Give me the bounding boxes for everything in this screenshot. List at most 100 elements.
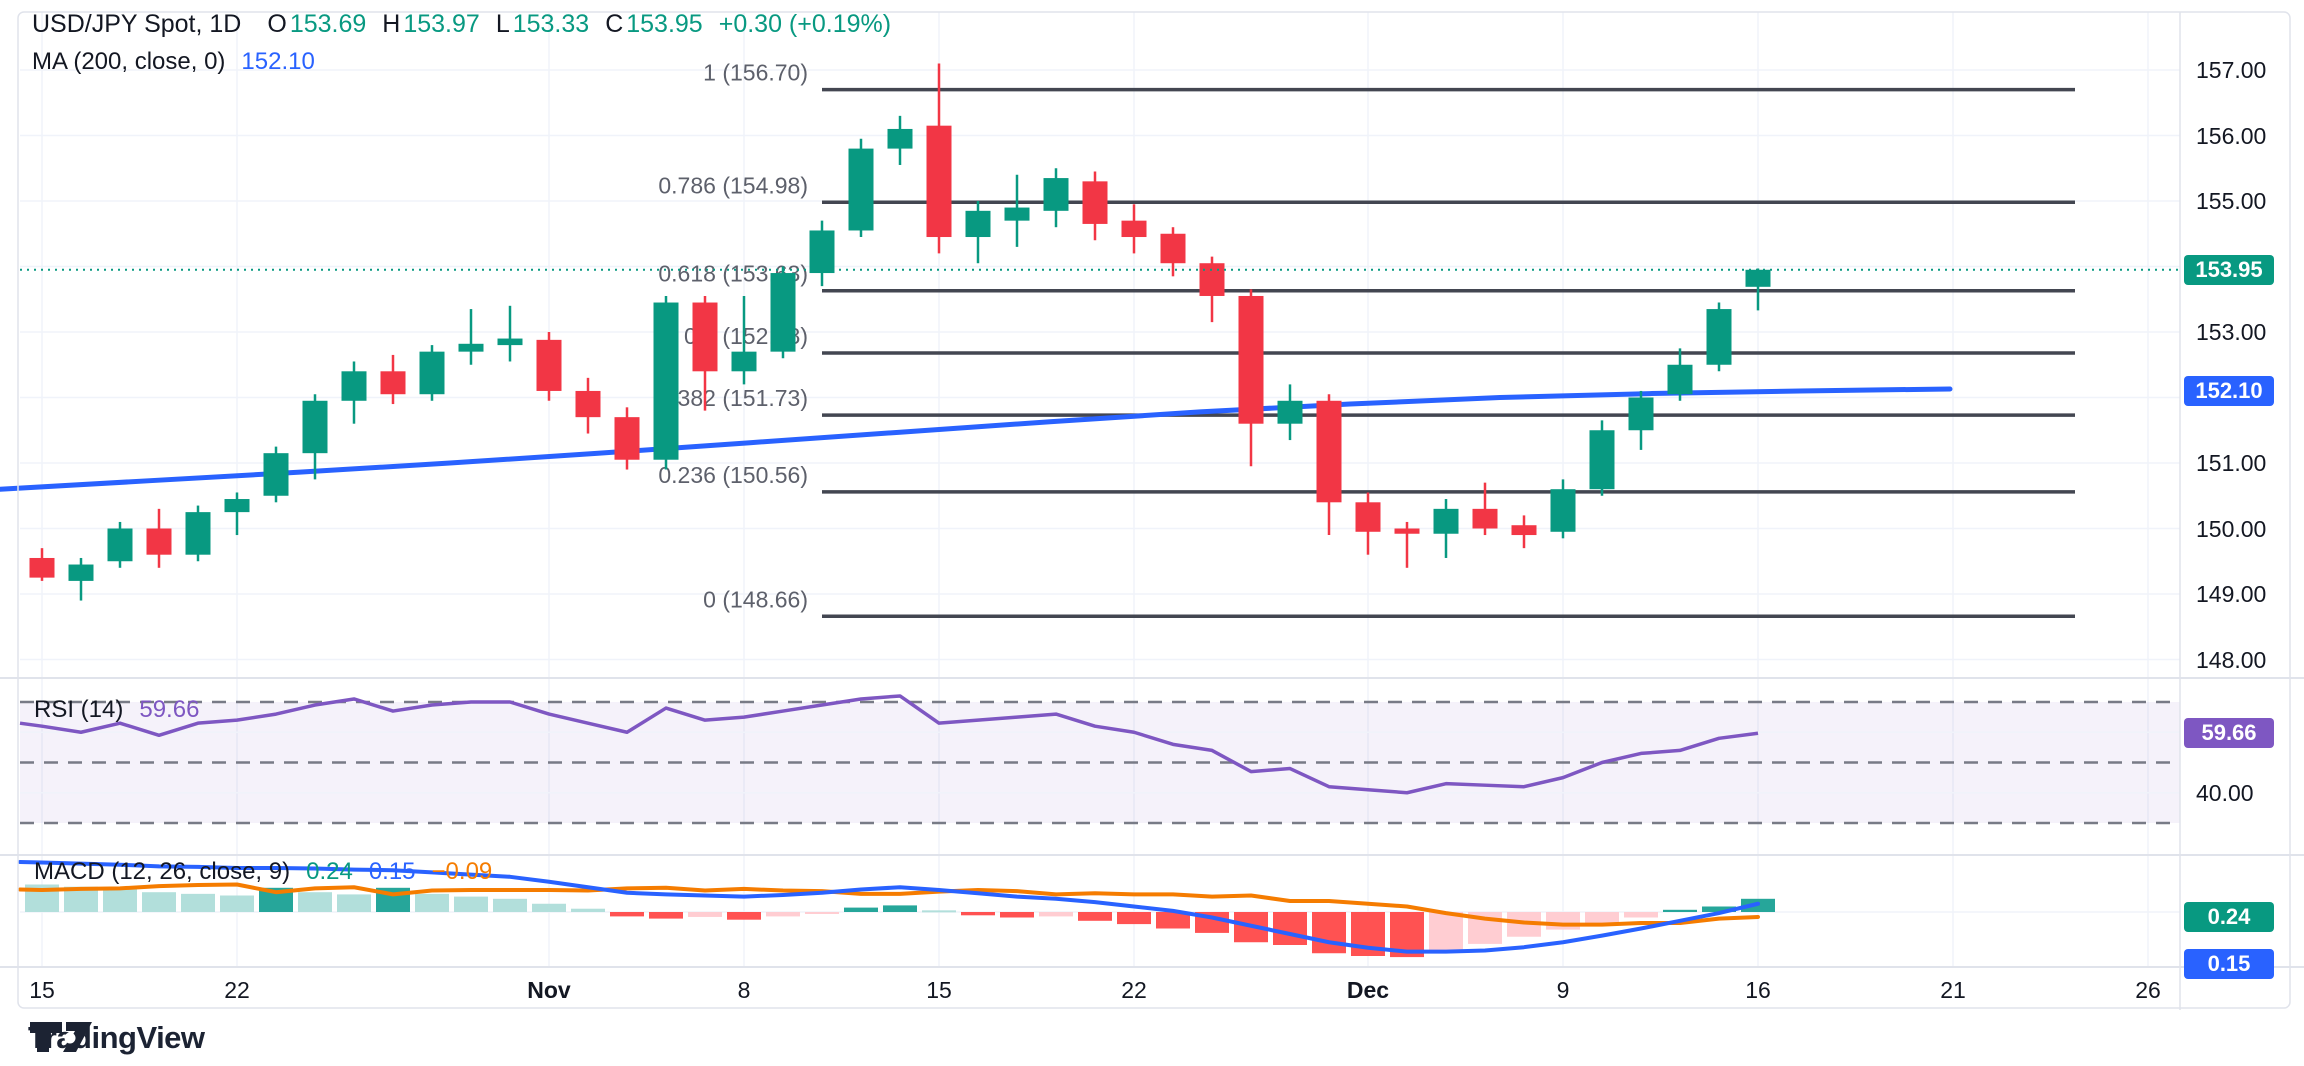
macd-hist-bar (922, 910, 956, 913)
candle-body (29, 557, 55, 578)
time-axis-label: 26 (2135, 977, 2161, 1003)
macd-hist-bar (1663, 909, 1697, 912)
macd-hist-bar (1273, 912, 1307, 945)
candle-body (1082, 181, 1108, 224)
candle-body (1121, 220, 1147, 238)
candle-body (224, 499, 250, 513)
time-axis-label: 15 (29, 977, 55, 1003)
candle-body (731, 351, 757, 372)
macd-hist-bar (142, 892, 176, 912)
fib-label: 0.786 (154.98) (658, 172, 808, 198)
candle-body (926, 125, 952, 238)
widget-frame (17, 11, 2291, 1009)
candle-body (341, 371, 367, 401)
macd-legend-label: MACD (12, 26, close, 9) (34, 858, 291, 885)
candle-body (1004, 207, 1030, 221)
macd-hist-bar (1312, 912, 1346, 954)
ma-value-badge: 152.10 (2184, 375, 2274, 406)
macd-hist-bar (532, 903, 566, 912)
time-axis-label: 8 (737, 977, 751, 1003)
candle-body (107, 528, 133, 562)
candle-body (68, 564, 94, 581)
ma-legend-label: MA (200, close, 0) (32, 48, 226, 75)
macd-hist-bar (220, 895, 254, 912)
macd-legend[interactable]: MACD (12, 26, close, 9) 0.24 0.15 −0.09 (34, 858, 492, 886)
candle-body (1394, 528, 1420, 534)
macd-hist-bar (1117, 912, 1151, 925)
candle-body (146, 528, 172, 555)
candle-body (575, 390, 601, 418)
macd-hist-bar (454, 896, 488, 912)
macd-hist-bar (883, 905, 917, 912)
candle-body (1316, 400, 1342, 503)
time-axis-label: Dec (1346, 977, 1390, 1003)
candle-body (302, 400, 328, 454)
macd-hist-bar (1585, 912, 1619, 923)
macd-hist-value: 0.24 (306, 858, 353, 885)
candle-body (1160, 233, 1186, 264)
macd-hist-bar (1624, 912, 1658, 918)
candle-body (1628, 397, 1654, 431)
symbol-legend[interactable]: USD/JPY Spot, 1D O 153.69 H 153.97 L 153.33… (32, 10, 891, 39)
macd-hist-bar (493, 898, 527, 912)
macd-hist-bar (1429, 912, 1463, 951)
tradingview-logo-icon (30, 1022, 92, 1052)
candle-body (887, 128, 913, 149)
price-scale[interactable]: 157.00 156.00 155.00 153.00 151.00 150.00 149.… (2180, 0, 2304, 1010)
macd-hist-bar (1156, 912, 1190, 929)
tradingview-logo[interactable]: TradingView (28, 1020, 205, 1056)
candle-body (1706, 309, 1732, 365)
candle-body (1238, 295, 1264, 424)
candle-body (965, 210, 991, 238)
ma-legend[interactable]: MA (200, close, 0) 152.10 (32, 48, 315, 76)
macd-signal-value: −0.09 (431, 858, 493, 885)
candle-body (497, 338, 523, 346)
candle-body (1511, 525, 1537, 536)
price-axis-label: 157.00 (2196, 57, 2267, 83)
candle-body (848, 148, 874, 231)
price-axis-label: 151.00 (2196, 450, 2267, 476)
macd-line-value: 0.15 (368, 858, 416, 885)
rsi-value-badge: 59.66 (2184, 718, 2274, 749)
rsi-legend[interactable]: RSI (14) 59.66 (34, 696, 199, 724)
ma-legend-value: 152.10 (241, 48, 315, 75)
macd-hist-bar (1039, 912, 1073, 917)
fib-label: 0.236 (150.56) (658, 462, 808, 488)
macd-hist-bar (1702, 906, 1736, 912)
price-axis-label: 148.00 (2196, 646, 2267, 673)
macd-hist-bar (415, 893, 449, 912)
candle-body (1433, 508, 1459, 534)
macd-hist-bar (181, 893, 215, 912)
macd-hist-bar (337, 894, 371, 912)
symbol-title: USD/JPY Spot, 1D (32, 10, 242, 38)
price-axis-label: 153.00 (2196, 319, 2267, 345)
macd-hist-bar (727, 912, 761, 920)
time-scale[interactable]: 15 22 Nov 8 15 22 Dec 9 16 21 26 (0, 967, 2304, 1012)
time-axis-label: 22 (1121, 977, 1147, 1003)
macd-main-line (18, 859, 1760, 954)
candle-body (536, 339, 562, 391)
fib-label: 0.382 (151.73) (658, 385, 808, 411)
candle-body (692, 302, 718, 372)
macd-hist-bar (610, 912, 644, 917)
macd-hist-bar (805, 912, 839, 914)
time-axis-label: 9 (1556, 977, 1570, 1003)
time-axis-label: 15 (926, 977, 952, 1003)
macd-hist-bar (571, 908, 605, 912)
price-axis-label: 149.00 (2196, 581, 2267, 607)
candle-body (1550, 489, 1576, 532)
ohlc-high: H 153.97 (382, 10, 480, 38)
ohlc-close: C 153.95 (605, 10, 703, 38)
macd-hist-bar (844, 907, 878, 912)
candle-body (263, 453, 289, 496)
macd-hist-bar (1546, 912, 1580, 930)
candle-body (419, 351, 445, 395)
candle-body (1277, 400, 1303, 424)
candle-body (1667, 364, 1693, 395)
candle-body (809, 230, 835, 274)
macd-hist-bar (688, 912, 722, 917)
time-axis-label: Nov (527, 977, 571, 1003)
time-axis-label: 21 (1940, 977, 1966, 1003)
